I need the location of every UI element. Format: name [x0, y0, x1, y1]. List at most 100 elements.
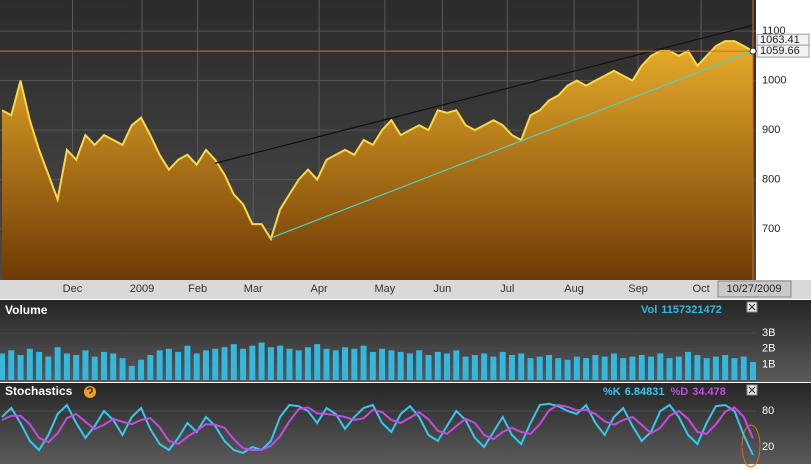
volume-bar — [434, 351, 441, 380]
volume-bar — [156, 350, 163, 380]
panel-title: Stochastics — [5, 384, 73, 398]
date-label: 10/27/2009 — [726, 283, 781, 295]
close-button[interactable] — [746, 384, 758, 396]
y-tick-label: 700 — [762, 223, 780, 235]
x-axis-band — [0, 280, 811, 299]
x-tick-label: Jun — [434, 283, 452, 295]
stochastics-panel — [0, 383, 811, 464]
volume-bar — [147, 355, 154, 380]
volume-bar — [601, 356, 608, 380]
volume-bar — [444, 353, 451, 380]
y-tick-label: 3B — [762, 327, 775, 339]
price-label-box — [756, 44, 810, 58]
volume-bar — [397, 351, 404, 380]
legend-entry: %D 34.478 — [671, 386, 726, 398]
volume-bar — [36, 351, 43, 380]
volume-bar — [230, 344, 237, 380]
volume-bar — [583, 358, 590, 380]
y-tick-label: 1000 — [762, 75, 786, 87]
volume-bar — [369, 351, 376, 380]
x-tick-label: May — [375, 283, 396, 295]
help-icon-glyph[interactable] — [87, 387, 93, 394]
volume-bar — [481, 353, 488, 380]
legend-name: Vol — [641, 304, 657, 316]
volume-bar — [750, 361, 756, 380]
volume-bar — [740, 356, 747, 380]
legend-value: 1157321472 — [661, 304, 722, 316]
volume-bar — [165, 348, 172, 380]
volume-bar — [202, 350, 209, 380]
volume-bar — [193, 353, 200, 380]
volume-bar — [314, 344, 321, 380]
volume-bar — [694, 355, 701, 380]
volume-bar — [351, 348, 358, 380]
price-label: 1063.41 — [760, 34, 800, 46]
volume-bar — [722, 355, 729, 380]
volume-bar — [110, 353, 117, 380]
stochastic-line — [1, 402, 754, 456]
trend-line — [215, 24, 754, 164]
volume-bar — [629, 356, 636, 380]
y-tick-label: 800 — [762, 173, 780, 185]
x-tick-label: Aug — [564, 283, 584, 295]
legend-entry: Vol 1157321472 — [641, 304, 722, 316]
volume-bar — [295, 350, 302, 380]
trend-line — [270, 50, 754, 239]
volume-bar — [573, 356, 580, 380]
volume-bar — [212, 348, 219, 380]
help-icon[interactable] — [84, 386, 96, 398]
volume-bar — [527, 358, 534, 380]
y-tick-label: 2B — [762, 343, 775, 355]
volume-bar — [518, 353, 525, 380]
volume-bar — [675, 356, 682, 380]
legend-name: %D — [671, 386, 689, 398]
x-tick-label: Dec — [63, 283, 83, 295]
volume-bar — [666, 358, 673, 380]
volume-bar — [592, 355, 599, 380]
volume-bar — [63, 353, 70, 380]
volume-bar — [462, 356, 469, 380]
legend-value: 6.84831 — [625, 386, 665, 398]
volume-bar — [555, 358, 562, 380]
panel-title: Volume — [5, 303, 48, 317]
volume-bar — [45, 356, 52, 380]
volume-bar — [8, 350, 15, 380]
volume-bar — [258, 342, 265, 380]
close-glyph[interactable] — [748, 303, 756, 311]
x-tick-label: 2009 — [130, 283, 154, 295]
volume-bar — [620, 358, 627, 380]
volume-bar — [128, 365, 135, 380]
y-tick-label: 1B — [762, 358, 775, 370]
price-label: 1059.66 — [760, 45, 800, 57]
y-tick-label: 1100 — [762, 25, 786, 37]
volume-bar — [286, 348, 293, 380]
x-tick-label: Sep — [628, 283, 648, 295]
y-tick-label: 20 — [762, 441, 774, 453]
last-price-dot — [749, 47, 757, 55]
close-glyph[interactable] — [748, 386, 756, 394]
volume-bar — [388, 350, 395, 380]
close-button[interactable] — [746, 301, 758, 313]
legend-value: 34.478 — [692, 386, 726, 398]
volume-bar — [471, 355, 478, 380]
volume-bar — [240, 348, 247, 380]
volume-bar — [546, 355, 553, 380]
volume-bar — [54, 347, 61, 380]
volume-bar — [249, 345, 256, 380]
volume-bar — [360, 345, 367, 380]
volume-bar — [685, 351, 692, 380]
volume-bar — [499, 351, 506, 380]
x-tick-label: Feb — [188, 283, 207, 295]
volume-bar — [323, 348, 330, 380]
volume-bar — [26, 348, 33, 380]
volume-bar — [332, 350, 339, 380]
volume-bar — [638, 355, 645, 380]
volume-bar — [82, 350, 89, 380]
volume-bar — [304, 347, 311, 380]
y-tick-label: 900 — [762, 124, 780, 136]
volume-bar — [508, 355, 515, 380]
legend-name: %K — [603, 386, 621, 398]
volume-bar — [490, 356, 497, 380]
